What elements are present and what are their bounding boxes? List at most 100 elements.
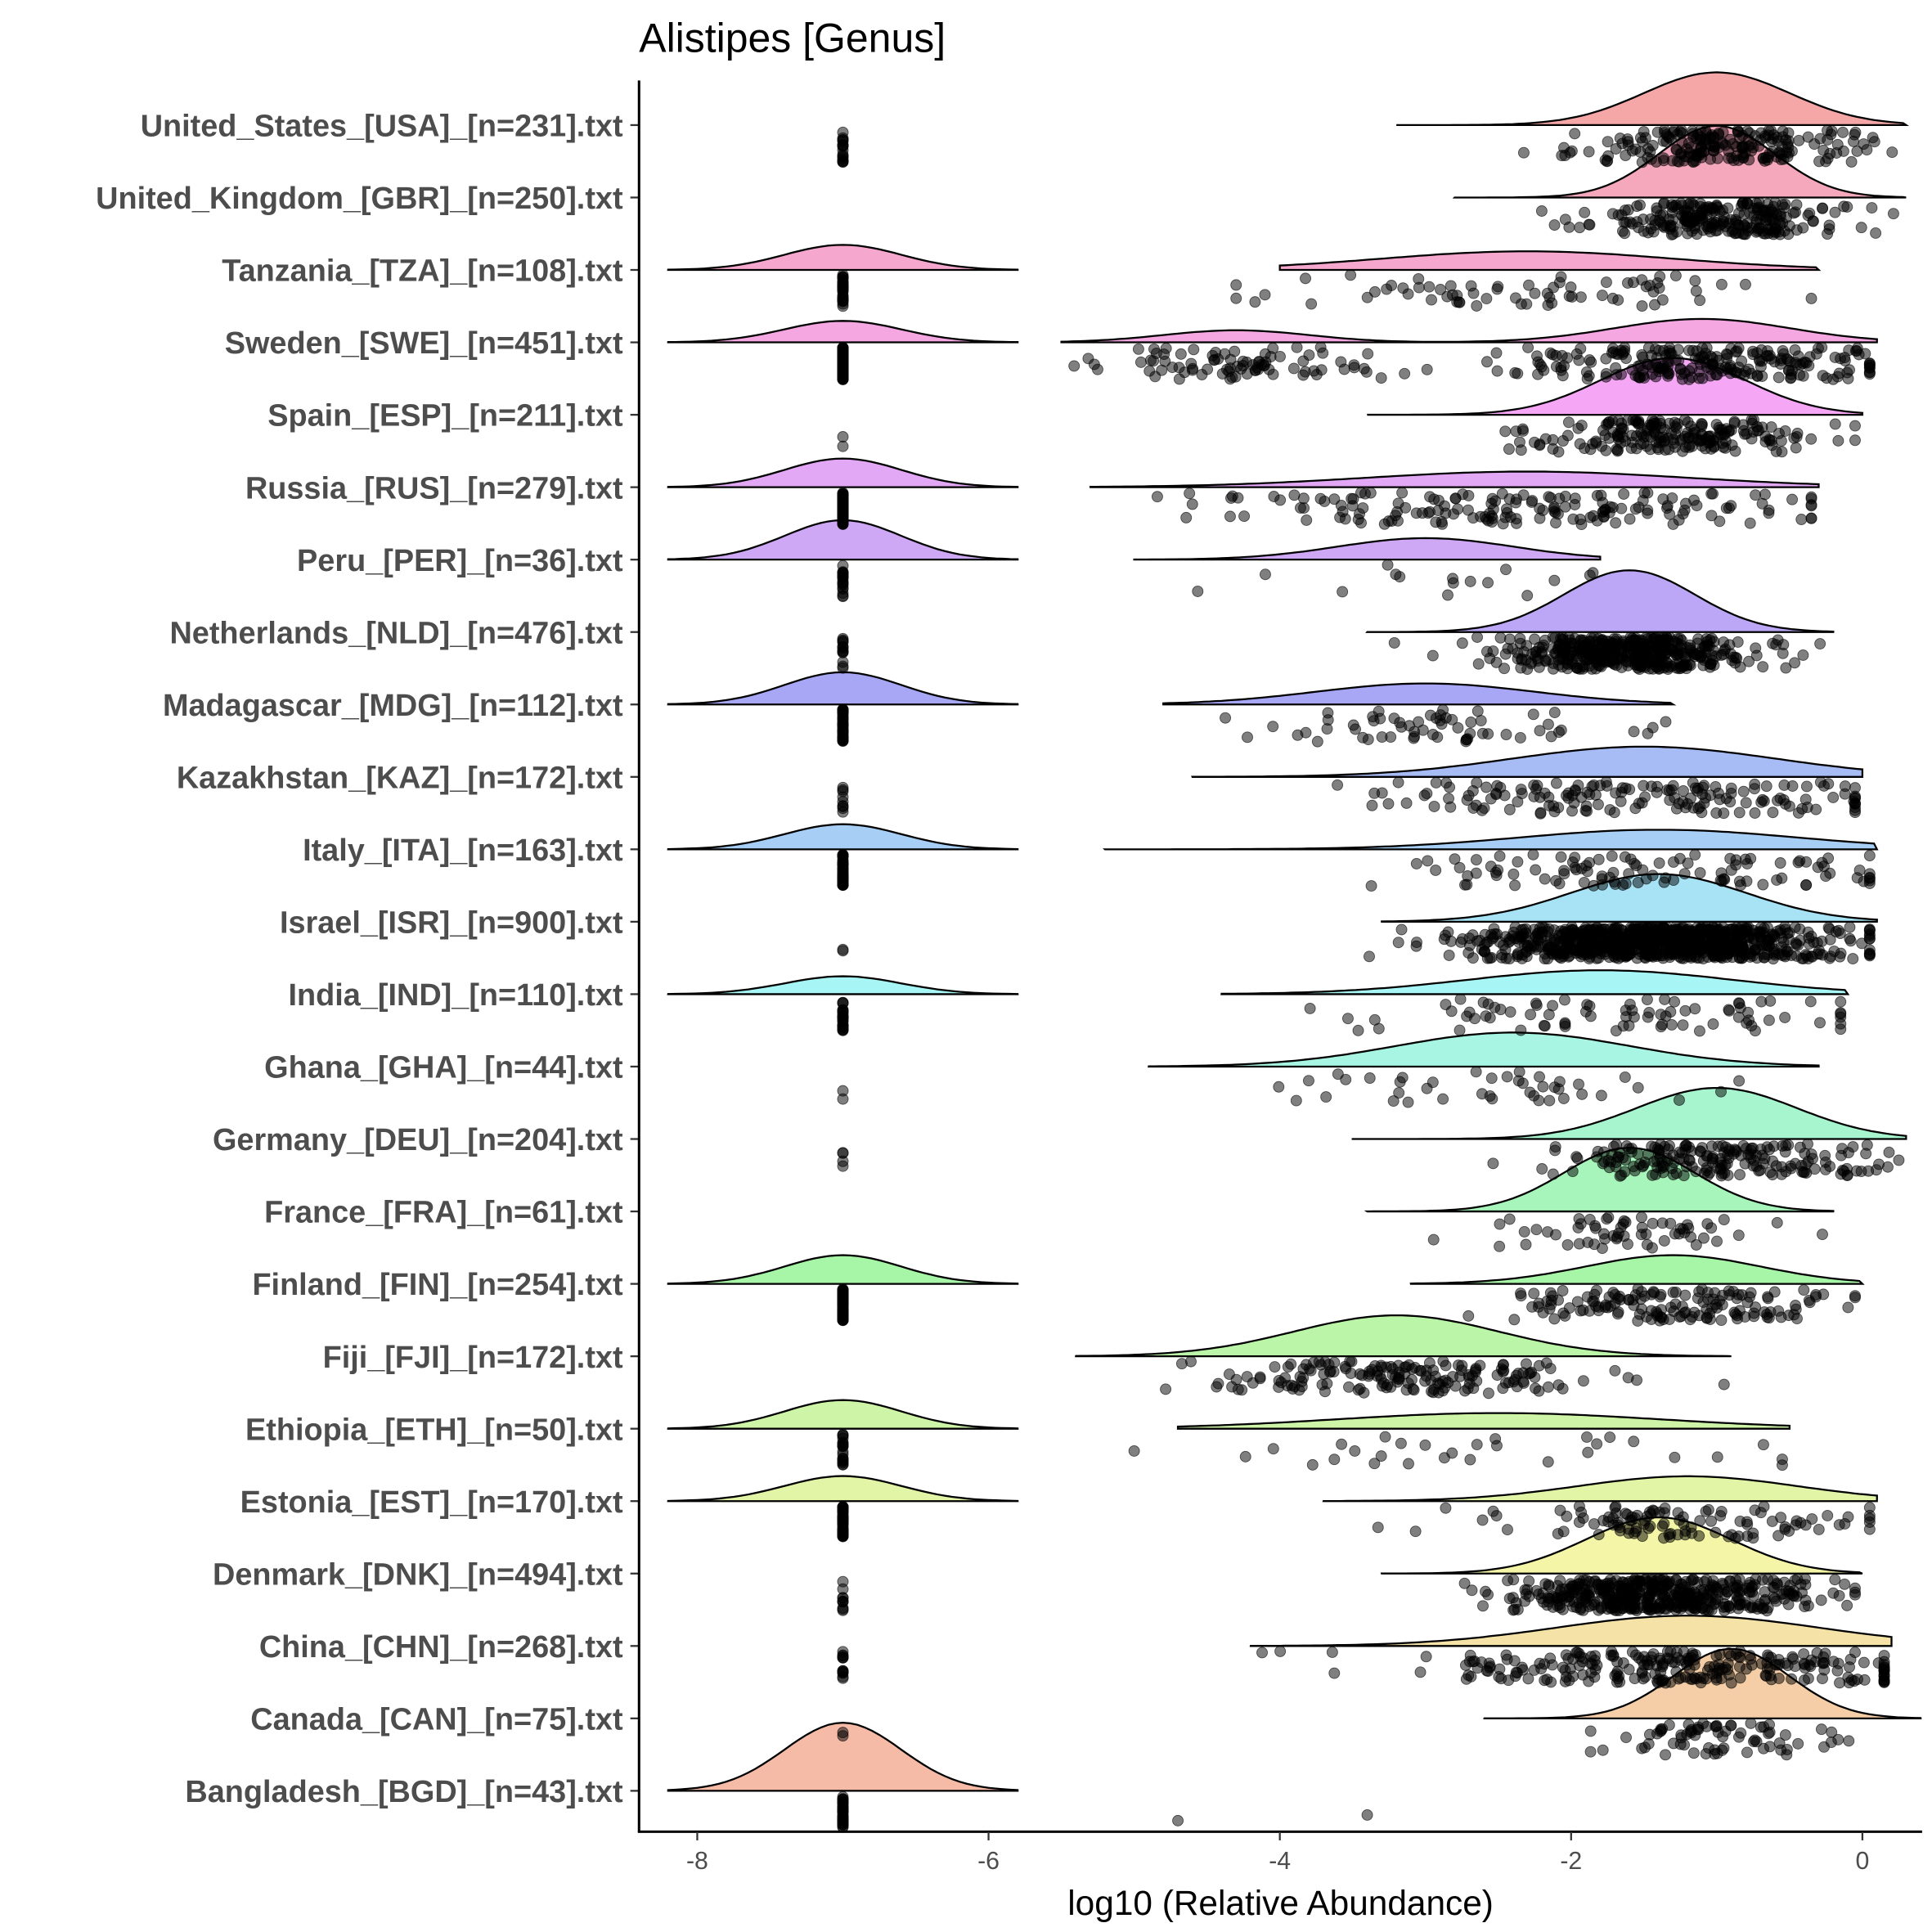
data-point bbox=[1820, 870, 1832, 883]
density-18 bbox=[1176, 1412, 1791, 1430]
data-point bbox=[837, 1651, 849, 1664]
data-point bbox=[1633, 222, 1644, 234]
data-point bbox=[1368, 285, 1381, 298]
data-point bbox=[1718, 1214, 1730, 1226]
data-point bbox=[1530, 941, 1542, 953]
data-point bbox=[837, 784, 849, 796]
data-point bbox=[1629, 503, 1642, 515]
density-0 bbox=[1396, 71, 1910, 127]
data-point bbox=[1689, 222, 1701, 235]
data-point bbox=[1785, 1160, 1797, 1172]
data-point bbox=[1301, 514, 1313, 526]
data-point bbox=[1230, 292, 1242, 304]
data-point bbox=[1772, 371, 1785, 384]
data-point bbox=[1480, 1010, 1492, 1022]
data-point bbox=[1767, 806, 1779, 819]
data-point bbox=[1665, 348, 1678, 360]
data-point bbox=[1607, 1287, 1620, 1299]
data-point bbox=[1308, 365, 1320, 377]
data-point bbox=[1747, 348, 1759, 361]
data-point bbox=[1666, 492, 1678, 504]
data-point bbox=[1651, 661, 1663, 673]
data-point bbox=[1509, 879, 1521, 892]
data-point bbox=[1781, 146, 1793, 158]
data-point bbox=[1748, 1310, 1760, 1323]
data-point bbox=[1512, 367, 1524, 380]
data-point bbox=[1623, 1020, 1635, 1031]
data-point bbox=[1715, 1505, 1728, 1517]
data-point bbox=[1697, 1155, 1710, 1167]
data-point bbox=[1670, 1574, 1682, 1586]
data-point bbox=[1728, 1581, 1740, 1593]
data-point bbox=[1678, 504, 1691, 516]
data-point bbox=[1776, 1453, 1788, 1466]
data-point bbox=[1402, 1096, 1414, 1108]
data-point bbox=[1569, 128, 1581, 140]
data-point bbox=[1665, 228, 1678, 240]
data-point bbox=[1510, 425, 1522, 438]
data-point bbox=[1503, 443, 1515, 455]
data-point bbox=[1548, 806, 1561, 818]
data-point bbox=[1681, 659, 1693, 672]
data-point bbox=[1756, 793, 1768, 806]
density-16 bbox=[1409, 1254, 1865, 1285]
data-point bbox=[1610, 517, 1622, 529]
data-point bbox=[1835, 995, 1847, 1008]
data-point bbox=[1550, 517, 1561, 529]
data-point bbox=[1175, 1358, 1188, 1370]
data-point bbox=[1674, 1223, 1687, 1234]
data-point bbox=[1729, 1532, 1741, 1544]
data-point bbox=[1304, 1002, 1316, 1014]
data-point bbox=[1422, 507, 1435, 519]
data-point bbox=[1619, 851, 1631, 863]
data-point bbox=[1523, 1575, 1535, 1587]
data-point bbox=[1715, 1314, 1728, 1326]
data-point bbox=[1445, 280, 1457, 292]
data-point bbox=[1732, 1229, 1745, 1242]
data-point bbox=[1530, 1382, 1541, 1395]
data-point bbox=[1508, 1603, 1521, 1615]
data-point bbox=[1618, 488, 1630, 500]
data-point bbox=[1321, 723, 1333, 735]
data-point bbox=[1819, 1149, 1831, 1161]
data-point bbox=[1308, 1356, 1319, 1368]
data-point bbox=[1761, 1308, 1773, 1320]
data-point bbox=[1611, 948, 1623, 960]
data-point bbox=[1866, 202, 1878, 214]
data-point bbox=[1694, 929, 1706, 941]
data-point bbox=[1558, 865, 1570, 877]
data-point bbox=[1692, 633, 1705, 645]
data-point bbox=[1653, 282, 1665, 294]
data-point bbox=[1515, 784, 1527, 796]
data-point bbox=[1687, 128, 1699, 140]
data-point bbox=[1600, 353, 1612, 365]
data-point bbox=[1550, 777, 1562, 789]
data-point bbox=[1696, 1602, 1709, 1614]
data-point bbox=[1534, 806, 1547, 819]
data-point bbox=[1746, 433, 1758, 445]
data-point bbox=[1588, 1518, 1600, 1530]
data-point bbox=[1457, 933, 1468, 945]
data-point bbox=[1501, 507, 1513, 519]
data-point bbox=[1392, 514, 1404, 527]
data-point bbox=[1328, 1453, 1341, 1466]
data-point bbox=[1606, 850, 1618, 862]
data-point bbox=[1723, 502, 1735, 514]
data-point bbox=[1827, 1587, 1840, 1599]
data-point bbox=[1465, 717, 1477, 728]
data-point bbox=[1409, 1525, 1422, 1538]
data-point bbox=[1512, 856, 1524, 868]
data-point bbox=[1679, 1306, 1692, 1319]
density-19 bbox=[1322, 1475, 1878, 1503]
data-point bbox=[1664, 508, 1676, 520]
data-point bbox=[1349, 1445, 1361, 1457]
data-point bbox=[1548, 503, 1560, 514]
data-point bbox=[1627, 276, 1639, 289]
data-point bbox=[1464, 1453, 1476, 1466]
data-point bbox=[1835, 1018, 1847, 1030]
data-point bbox=[1637, 495, 1649, 506]
data-point bbox=[1453, 296, 1465, 308]
data-point bbox=[1628, 726, 1640, 738]
data-point bbox=[1528, 1287, 1540, 1300]
data-point bbox=[1543, 491, 1555, 503]
